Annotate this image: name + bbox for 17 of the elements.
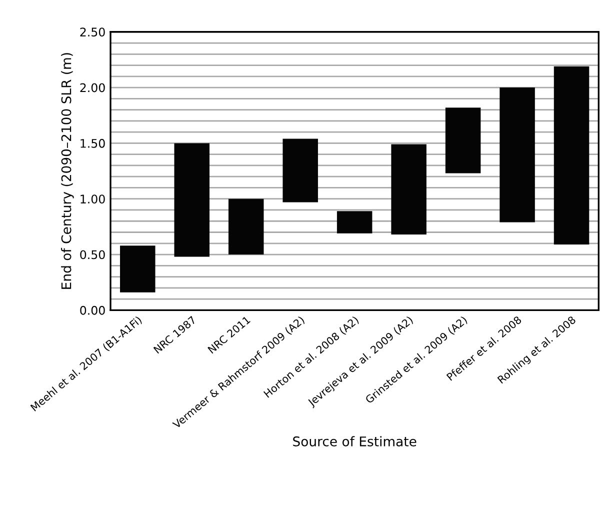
bar — [120, 246, 156, 292]
x-axis-title: Source of Estimate — [293, 436, 416, 446]
bar — [391, 144, 426, 234]
bar — [445, 108, 481, 174]
bar — [282, 138, 318, 202]
y-tick-label: 2.50 — [80, 28, 105, 37]
bar — [174, 143, 210, 257]
bar — [228, 198, 264, 255]
bar — [336, 211, 372, 234]
bar — [500, 88, 535, 222]
y-tick-label: 0.50 — [80, 250, 105, 260]
y-tick-label: 1.50 — [80, 138, 105, 148]
y-tick-label: 0.00 — [80, 306, 105, 315]
bar — [554, 66, 590, 244]
y-tick-label: 1.00 — [80, 194, 105, 204]
y-axis-title: End of Century (2090–2100 SLR (m) — [61, 53, 74, 289]
y-tick-label: 2.00 — [80, 83, 105, 92]
